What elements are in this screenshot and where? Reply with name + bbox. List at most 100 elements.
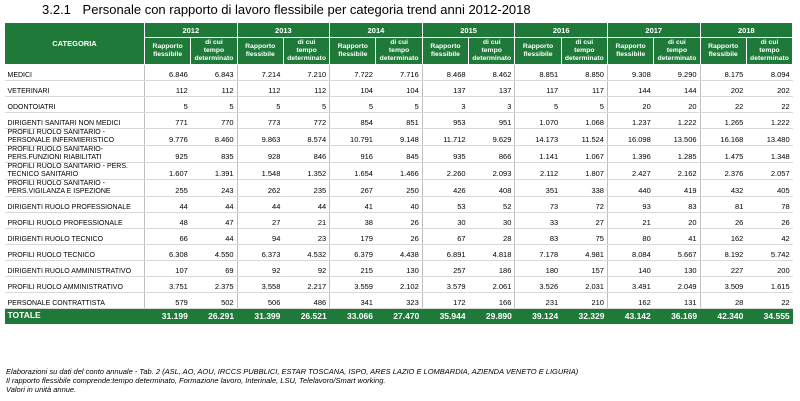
value-fixed-term: 166: [468, 292, 515, 309]
value-fixed-term: 6.843: [190, 64, 238, 81]
value-flexible: 140: [606, 260, 654, 277]
table-row: PROFILI RUOLO SANITARIO - PERS. TECNICO …: [4, 162, 793, 180]
value-fixed-term: 419: [653, 179, 701, 197]
value-flexible: 20: [606, 96, 654, 113]
value-fixed-term: 770: [190, 112, 238, 129]
value-fixed-term: 851: [375, 112, 423, 129]
sub-header-flexible: Rapporto flessibile: [143, 37, 192, 65]
value-flexible: 66: [143, 228, 191, 245]
value-fixed-term: 137: [468, 80, 515, 97]
category-label: PROFILI RUOLO TECNICO: [4, 244, 145, 261]
sub-header-fixed-term: di cui tempo determinato: [190, 37, 238, 65]
value-flexible: 137: [421, 80, 469, 97]
value-flexible: 5: [329, 96, 376, 113]
value-fixed-term: 44: [190, 228, 238, 245]
value-fixed-term: 26: [746, 212, 793, 229]
value-fixed-term: 405: [746, 179, 793, 197]
value-fixed-term: 8.460: [190, 128, 238, 146]
value-fixed-term: 2.031: [561, 276, 608, 293]
value-flexible: 112: [143, 80, 191, 97]
value-flexible: 35.944: [422, 308, 469, 324]
value-flexible: 3.526: [514, 276, 562, 293]
category-label: DIRIGENTI RUOLO PROFESSIONALE: [4, 196, 145, 213]
value-flexible: 94: [236, 228, 284, 245]
value-flexible: 162: [606, 292, 654, 309]
sub-header-flexible: Rapporto flessibile: [699, 37, 747, 65]
value-fixed-term: 52: [468, 196, 515, 213]
value-fixed-term: 1.807: [561, 162, 608, 180]
value-fixed-term: 1.615: [746, 276, 793, 293]
value-fixed-term: 2.375: [190, 276, 238, 293]
value-fixed-term: 845: [375, 145, 423, 163]
value-fixed-term: 4.532: [283, 244, 330, 261]
value-fixed-term: 5.742: [746, 244, 793, 261]
value-fixed-term: 1.352: [283, 162, 330, 180]
value-fixed-term: 408: [468, 179, 515, 197]
value-fixed-term: 323: [375, 292, 423, 309]
value-flexible: 6.373: [236, 244, 284, 261]
value-flexible: 21: [606, 212, 654, 229]
value-fixed-term: 130: [375, 260, 423, 277]
value-flexible: 1.607: [143, 162, 191, 180]
table-row: PROFILI RUOLO SANITARIO - PERSONALE INFE…: [4, 128, 793, 146]
category-label: VETERINARI: [4, 80, 145, 97]
table-row: DIRIGENTI SANITARI NON MEDICI 771 770 773 77…: [4, 112, 793, 129]
value-flexible: 43.142: [607, 308, 654, 324]
table-body: MEDICI 6.846 6.843 7.214 7.210 7.722 7.716 8.46…: [4, 64, 793, 324]
value-fixed-term: 835: [190, 145, 238, 163]
category-label: DIRIGENTI RUOLO TECNICO: [4, 228, 145, 245]
value-fixed-term: 2.061: [468, 276, 515, 293]
value-fixed-term: 72: [561, 196, 608, 213]
category-label: DIRIGENTI RUOLO AMMINISTRATIVO: [4, 260, 145, 277]
value-fixed-term: 210: [561, 292, 608, 309]
value-fixed-term: 846: [283, 145, 330, 163]
category-label: PROFILI RUOLO AMMINISTRATIVO: [4, 276, 145, 293]
value-fixed-term: 27: [561, 212, 608, 229]
value-flexible: 5: [236, 96, 284, 113]
value-flexible: 8.851: [514, 64, 562, 81]
value-flexible: 31.399: [237, 308, 284, 324]
value-fixed-term: 4.981: [561, 244, 608, 261]
value-fixed-term: 13.506: [653, 128, 701, 146]
category-label: ODONTOIATRI: [4, 96, 145, 113]
value-flexible: 8.468: [421, 64, 469, 81]
total-row: TOTALE 31.199 26.291 31.399 26.521 33.066 27.4…: [4, 308, 793, 324]
value-fixed-term: 78: [746, 196, 793, 213]
category-label: PROFILI RUOLO SANITARIO - PERSONALE INFE…: [4, 128, 145, 146]
value-fixed-term: 44: [190, 196, 238, 213]
table-row: PROFILI RUOLO SANITARIO-PERS.FUNZIONI RI…: [4, 145, 793, 163]
note-units: Valori in unità annue.: [6, 385, 77, 394]
value-flexible: 916: [329, 145, 376, 163]
sub-header-fixed-term: di cui tempo determinato: [745, 37, 794, 65]
value-flexible: 2.112: [514, 162, 562, 180]
value-fixed-term: 20: [653, 212, 701, 229]
value-flexible: 3.509: [699, 276, 747, 293]
value-fixed-term: 5: [190, 96, 238, 113]
value-fixed-term: 11.524: [561, 128, 608, 146]
value-flexible: 3: [421, 96, 469, 113]
sub-header-flexible: Rapporto flessibile: [329, 37, 377, 65]
value-flexible: 27: [236, 212, 284, 229]
table-row: DIRIGENTI RUOLO PROFESSIONALE 44 44 44 44 41 4…: [4, 196, 793, 213]
value-flexible: 93: [606, 196, 654, 213]
value-fixed-term: 69: [190, 260, 238, 277]
value-flexible: 255: [143, 179, 191, 197]
table-row: ODONTOIATRI 5 5 5 5 5 5 3 3 5 5 20 20 22 22: [4, 96, 793, 113]
value-flexible: 8.192: [699, 244, 747, 261]
value-fixed-term: 5: [375, 96, 423, 113]
sub-header-flexible: Rapporto flessibile: [606, 37, 655, 65]
value-fixed-term: 157: [561, 260, 608, 277]
table-row: DIRIGENTI RUOLO AMMINISTRATIVO 107 69 92 92 2…: [4, 260, 793, 277]
value-flexible: 53: [421, 196, 469, 213]
value-fixed-term: 2.217: [283, 276, 330, 293]
value-fixed-term: 9.290: [653, 64, 701, 81]
value-fixed-term: 30: [468, 212, 515, 229]
value-flexible: 44: [143, 196, 191, 213]
value-flexible: 506: [236, 292, 284, 309]
value-flexible: 81: [699, 196, 747, 213]
sub-header-flexible: Rapporto flessibile: [236, 37, 284, 65]
value-fixed-term: 2.049: [653, 276, 701, 293]
value-flexible: 112: [236, 80, 284, 97]
table-row: VETERINARI 112 112 112 112 104 104 137 137 117 117…: [4, 80, 793, 97]
value-flexible: 925: [143, 145, 191, 163]
